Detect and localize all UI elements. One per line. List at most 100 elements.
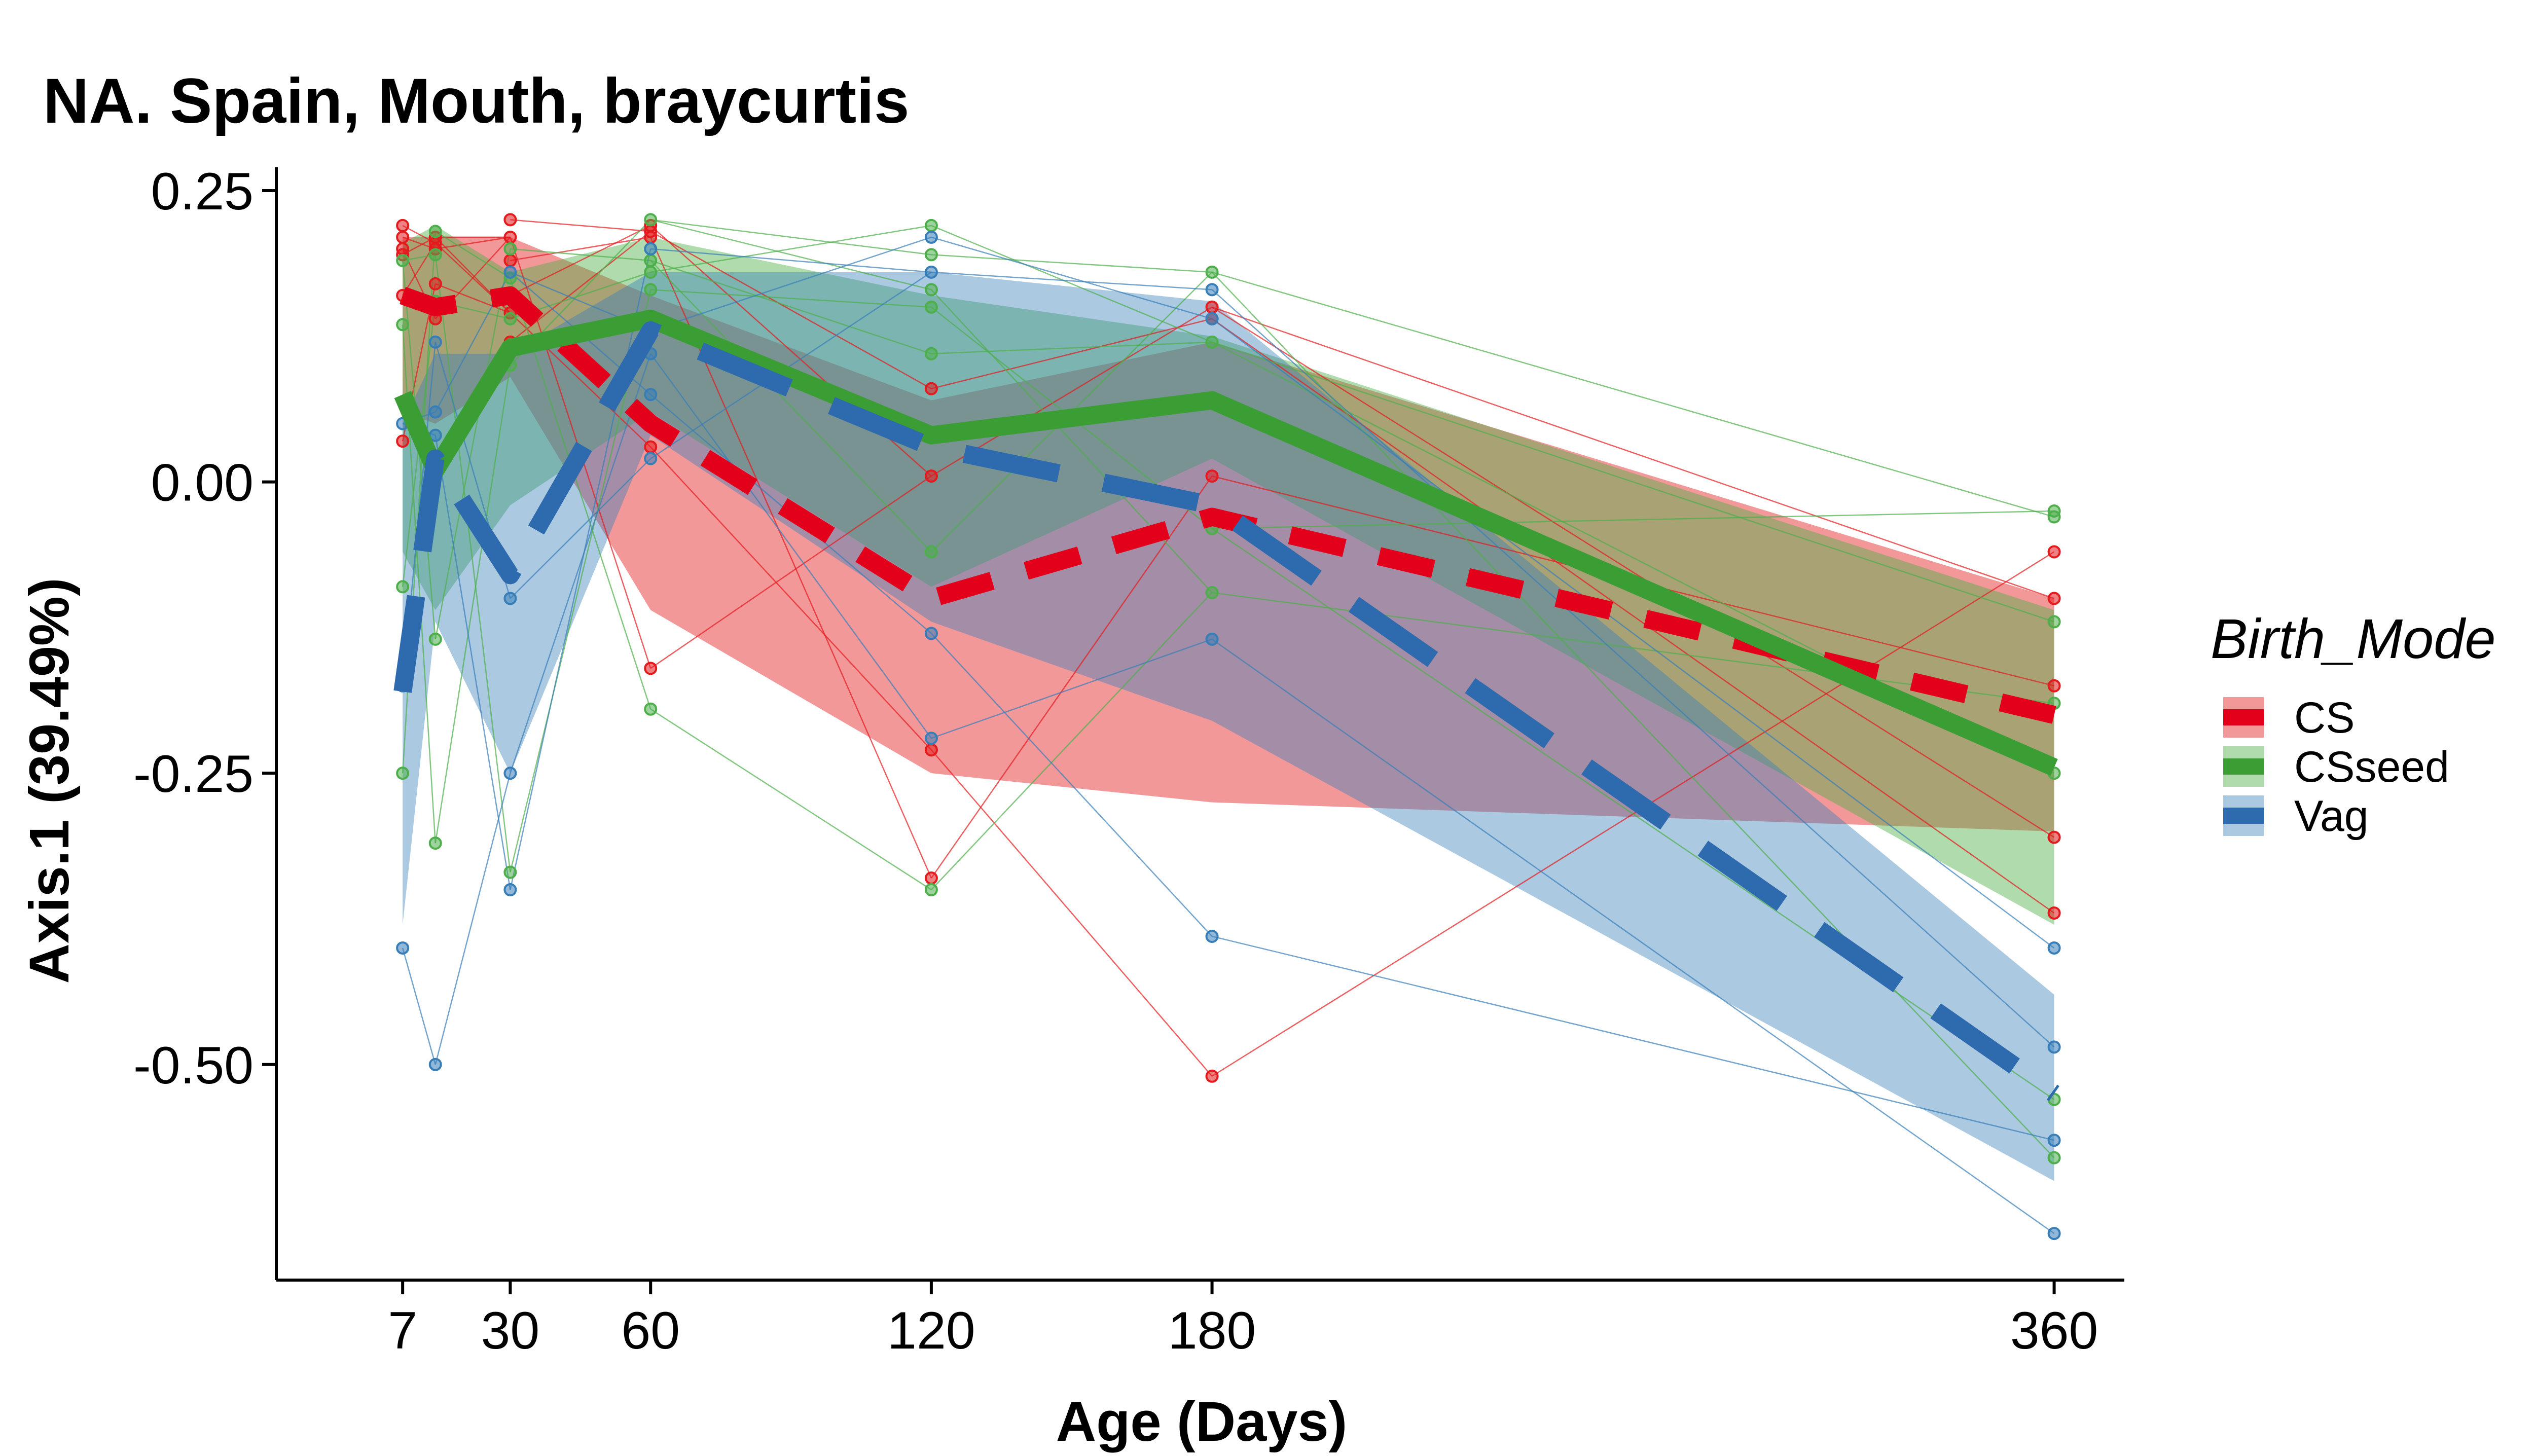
legend-title: Birth_Mode: [2211, 608, 2496, 670]
data-point: [644, 242, 658, 256]
data-point: [1205, 929, 1219, 943]
data-point: [924, 732, 938, 745]
trajectory-line: [650, 219, 932, 290]
trajectory-line: [650, 271, 932, 459]
data-point: [924, 347, 938, 360]
data-point: [644, 702, 658, 716]
y-tick-label: -0.50: [133, 1036, 254, 1095]
data-point: [924, 871, 938, 885]
data-point: [1205, 1069, 1219, 1083]
x-tick-label: 7: [388, 1301, 417, 1360]
data-point: [428, 836, 442, 850]
trajectory-line: [1212, 306, 2054, 599]
data-point: [503, 265, 517, 279]
data-point: [503, 883, 517, 897]
data-point: [2047, 615, 2061, 629]
data-point: [2047, 510, 2061, 524]
trajectory-line: [930, 633, 1213, 937]
trajectory-line: [650, 289, 931, 308]
x-tick-label: 60: [621, 1301, 680, 1360]
trajectory-line: [1211, 638, 2055, 1234]
data-point: [2047, 592, 2061, 605]
data-point: [396, 318, 410, 332]
x-tick-label: 180: [1168, 1301, 1256, 1360]
data-point: [1205, 469, 1219, 483]
trajectory-line: [650, 353, 932, 739]
data-point: [644, 388, 658, 402]
data-point: [428, 405, 442, 419]
data-point: [2047, 1040, 2061, 1054]
trajectory-line: [930, 749, 1213, 1077]
data-point: [924, 219, 938, 232]
mean-line-cs: [400, 286, 2056, 724]
trajectory-line: [931, 318, 1212, 389]
data-point: [644, 452, 658, 465]
ribbon-vag: [403, 272, 2054, 1181]
data-point: [644, 662, 658, 675]
data-point: [1205, 300, 1219, 314]
data-point: [396, 253, 410, 267]
legend-item-vag: Vag: [2223, 792, 2369, 841]
data-point: [396, 219, 410, 232]
trajectory-line: [434, 248, 511, 640]
data-point: [2047, 1151, 2061, 1164]
plot-area: [393, 213, 2061, 1241]
data-point: [428, 277, 442, 290]
data-point: [644, 265, 658, 279]
trajectory-line: [650, 225, 932, 273]
data-point: [428, 335, 442, 349]
trajectory-line: [931, 254, 1212, 273]
trajectory-line: [510, 225, 651, 296]
mean-line-vag: [393, 321, 2059, 1102]
data-point: [503, 592, 517, 605]
y-tick-label: 0.00: [151, 454, 254, 513]
data-point: [503, 312, 517, 325]
trajectory-line: [510, 248, 651, 262]
y-tick-label: -0.25: [133, 745, 254, 804]
trajectory-line: [931, 225, 1213, 343]
trajectory-line: [650, 236, 932, 331]
data-point: [1205, 265, 1219, 279]
data-point: [2047, 906, 2061, 920]
data-point: [924, 883, 938, 897]
trajectory-line: [1211, 289, 2055, 1048]
y-axis-title: Axis.1 (39.49%): [18, 578, 81, 984]
trajectory-line: [650, 219, 932, 256]
data-point: [428, 632, 442, 646]
trajectory-line: [930, 592, 1213, 890]
trajectory-line: [650, 446, 932, 751]
data-point: [924, 627, 938, 640]
data-point: [2047, 830, 2061, 844]
trajectory-line: [1212, 271, 2054, 518]
trajectory-line: [1211, 271, 2055, 1158]
trajectory-line: [650, 248, 932, 273]
data-point: [644, 213, 658, 227]
trajectory-line: [1211, 528, 2055, 1100]
trajectory-line: [402, 948, 436, 1065]
trajectory-line: [931, 236, 1212, 319]
trajectory-line: [650, 231, 932, 389]
x-tick-label: 360: [2010, 1301, 2098, 1360]
trajectory-line: [650, 260, 932, 553]
trajectory-line: [1211, 318, 2055, 949]
data-point: [2047, 1227, 2061, 1241]
trajectory-line: [1212, 341, 2054, 623]
data-point: [1205, 632, 1219, 646]
trajectory-line: [931, 638, 1212, 739]
data-point: [644, 230, 658, 244]
data-point: [428, 248, 442, 262]
data-point: [924, 743, 938, 757]
data-point: [924, 230, 938, 244]
points-vag: [396, 230, 2061, 1241]
trajectory-line: [435, 231, 511, 279]
legend-label: CS: [2294, 694, 2355, 742]
trajectory-line: [510, 353, 651, 774]
trajectory-line: [435, 236, 511, 250]
trajectory-line: [931, 271, 1212, 290]
data-point: [396, 434, 410, 448]
legend-label: CSseed: [2294, 743, 2449, 791]
trajectory-line: [930, 289, 1213, 593]
trajectory-line: [1212, 510, 2054, 529]
data-point: [503, 865, 517, 879]
